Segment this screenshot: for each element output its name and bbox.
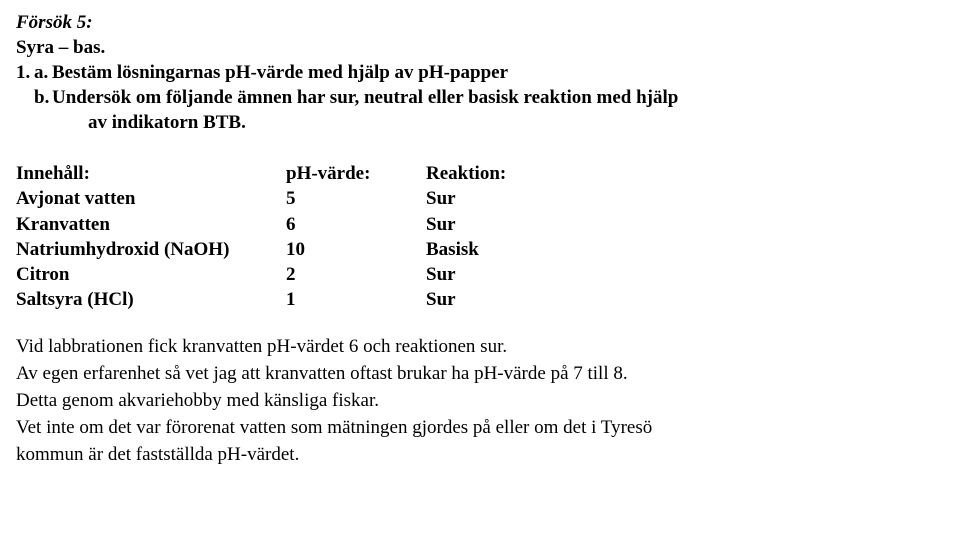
cell-ph: 5 [286,186,426,211]
list-letter-b: b. [34,85,52,110]
list-letter-a: a. [34,60,52,85]
header-reaction: Reaktion: [426,161,626,186]
header-ph: pH-värde: [286,161,426,186]
cell-name: Saltsyra (HCl) [16,287,286,312]
cell-ph: 6 [286,212,426,237]
cell-reaction: Sur [426,186,626,211]
cell-name: Kranvatten [16,212,286,237]
list-text-b-line1: Undersök om följande ämnen har sur, neut… [52,87,678,108]
table-row: Avjonat vatten 5 Sur [16,186,626,211]
list-text-a: Bestäm lösningarnas pH-värde med hjälp a… [52,62,508,83]
results-table: Innehåll: pH-värde: Reaktion: Avjonat va… [16,161,626,311]
cell-reaction: Basisk [426,237,626,262]
cell-reaction: Sur [426,212,626,237]
table-row: Natriumhydroxid (NaOH) 10 Basisk [16,237,626,262]
cell-ph: 2 [286,262,426,287]
discussion-line-2: Av egen erfarenhet så vet jag att kranva… [16,361,943,386]
cell-name: Natriumhydroxid (NaOH) [16,237,286,262]
list-number-blank [16,85,34,110]
table-row: Saltsyra (HCl) 1 Sur [16,287,626,312]
cell-name: Avjonat vatten [16,186,286,211]
cell-ph: 1 [286,287,426,312]
discussion-line-1: Vid labbrationen fick kranvatten pH-värd… [16,334,943,359]
document-page: Försök 5: Syra – bas. 1.a.Bestäm lösning… [0,0,959,489]
discussion-line-3: Detta genom akvariehobby med känsliga fi… [16,388,943,413]
header-name: Innehåll: [16,161,286,186]
table-row: Kranvatten 6 Sur [16,212,626,237]
cell-name: Citron [16,262,286,287]
list-text-b-line2: av indikatorn BTB. [16,110,943,135]
list-item-1a: 1.a.Bestäm lösningarnas pH-värde med hjä… [16,60,943,85]
table-header-row: Innehåll: pH-värde: Reaktion: [16,161,626,186]
cell-reaction: Sur [426,262,626,287]
experiment-title: Försök 5: [16,10,943,35]
table-row: Citron 2 Sur [16,262,626,287]
intro-block: Försök 5: Syra – bas. 1.a.Bestäm lösning… [16,10,943,135]
discussion-line-5: kommun är det fastställda pH-värdet. [16,442,943,467]
discussion-line-4: Vet inte om det var förorenat vatten som… [16,415,943,440]
list-item-1b: b.Undersök om följande ämnen har sur, ne… [16,85,943,110]
experiment-subtitle: Syra – bas. [16,35,943,60]
discussion-paragraph: Vid labbrationen fick kranvatten pH-värd… [16,334,943,467]
cell-ph: 10 [286,237,426,262]
list-number: 1. [16,60,34,85]
cell-reaction: Sur [426,287,626,312]
